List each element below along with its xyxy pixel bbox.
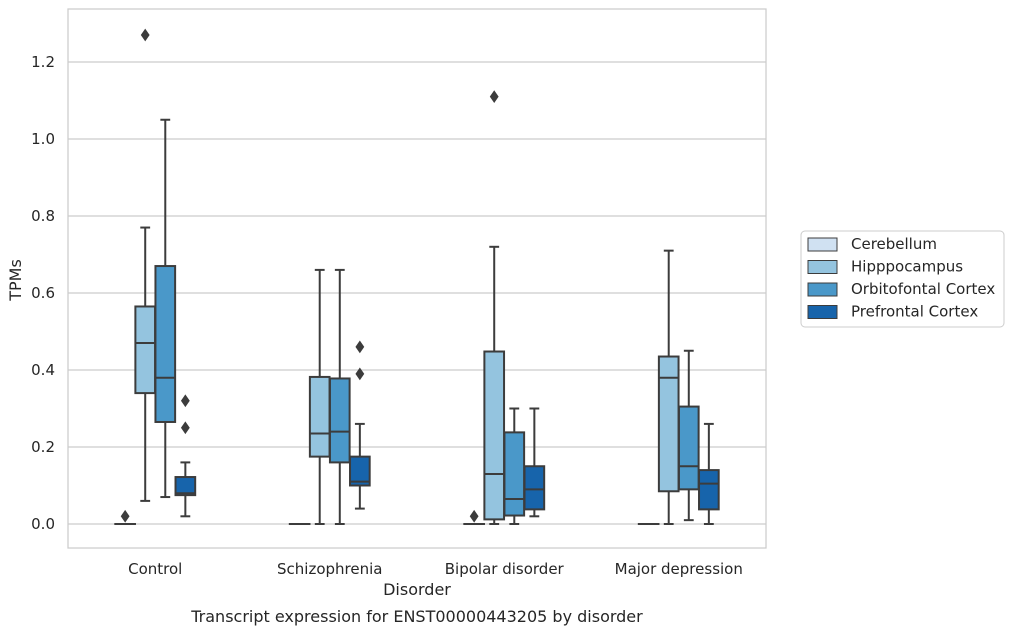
- legend-label: Orbitofontal Cortex: [851, 280, 995, 298]
- box-cerebellum: [463, 509, 485, 526]
- y-tick-label: 1.2: [31, 53, 55, 71]
- outlier-point: [120, 509, 130, 523]
- outlier-point: [355, 367, 365, 381]
- outlier-point: [180, 421, 190, 435]
- x-tick-label: Bipolar disorder: [445, 560, 565, 578]
- y-tick-label: 0.4: [31, 361, 55, 379]
- box-orbitofontal-cortex: [328, 268, 351, 525]
- legend-item: Hipppocampus: [807, 258, 963, 276]
- box-prefrontal-cortex: [349, 340, 371, 510]
- y-tick-label: 1.0: [31, 130, 55, 148]
- box-hipppocampus: [134, 28, 157, 502]
- box-cerebellum: [114, 509, 136, 526]
- box-hipppocampus: [483, 90, 506, 525]
- x-axis-ticks: Control Schizophrenia Bipolar disorder Majo…: [128, 560, 743, 578]
- x-tick-label: Major depression: [615, 560, 743, 578]
- y-axis-label: TPMs: [6, 259, 25, 302]
- box-iqr: [483, 350, 506, 521]
- legend-label: Prefrontal Cortex: [851, 303, 978, 321]
- x-tick-label: Schizophrenia: [277, 560, 382, 578]
- grid-lines: [68, 61, 766, 525]
- box-iqr: [698, 469, 720, 511]
- box-iqr: [677, 405, 700, 491]
- x-tick-label: Control: [128, 560, 182, 578]
- legend-item: Cerebellum: [807, 235, 937, 253]
- y-tick-label: 0.2: [31, 438, 55, 456]
- outlier-point: [489, 90, 499, 104]
- box-iqr: [328, 377, 351, 464]
- box-prefrontal-cortex: [174, 394, 197, 518]
- legend-item: Orbitofontal Cortex: [807, 280, 995, 298]
- legend-swatch: [807, 260, 838, 274]
- box-iqr: [523, 465, 546, 511]
- box-hipppocampus: [308, 268, 331, 525]
- legend-swatch: [807, 305, 838, 319]
- box-iqr: [134, 305, 157, 395]
- box-orbitofontal-cortex: [503, 407, 526, 525]
- legend-swatch: [807, 237, 838, 252]
- boxes-layer: [114, 28, 720, 526]
- box-iqr: [349, 455, 371, 487]
- plot-area-frame: [67, 8, 767, 549]
- box-prefrontal-cortex: [698, 422, 720, 525]
- x-axis-label: Disorder: [383, 580, 451, 599]
- box-orbitofontal-cortex: [677, 349, 700, 522]
- box-hipppocampus: [657, 249, 680, 525]
- y-tick-label: 0.8: [31, 207, 55, 225]
- legend-item: Prefrontal Cortex: [807, 303, 978, 321]
- box-prefrontal-cortex: [523, 407, 546, 518]
- outlier-point: [469, 509, 479, 523]
- legend: Cerebellum Hipppocampus Orbitofontal Corte…: [800, 230, 1005, 328]
- y-tick-label: 0.6: [31, 284, 55, 302]
- figure-caption: Transcript expression for ENST0000044320…: [190, 607, 643, 626]
- box-iqr: [308, 375, 331, 458]
- y-tick-label: 0.0: [31, 515, 55, 533]
- outlier-point: [355, 340, 365, 354]
- outlier-point: [180, 394, 190, 408]
- y-axis-ticks: 0.0 0.2 0.4 0.6 0.8 1.0 1.2: [31, 53, 55, 533]
- legend-label: Hipppocampus: [851, 258, 963, 276]
- box-orbitofontal-cortex: [154, 118, 177, 499]
- legend-frame: [800, 230, 1005, 328]
- box-iqr: [154, 265, 177, 423]
- legend-swatch: [807, 282, 838, 297]
- outlier-point: [140, 28, 150, 42]
- box-iqr: [503, 431, 526, 517]
- box-iqr: [174, 476, 197, 497]
- legend-label: Cerebellum: [851, 235, 937, 253]
